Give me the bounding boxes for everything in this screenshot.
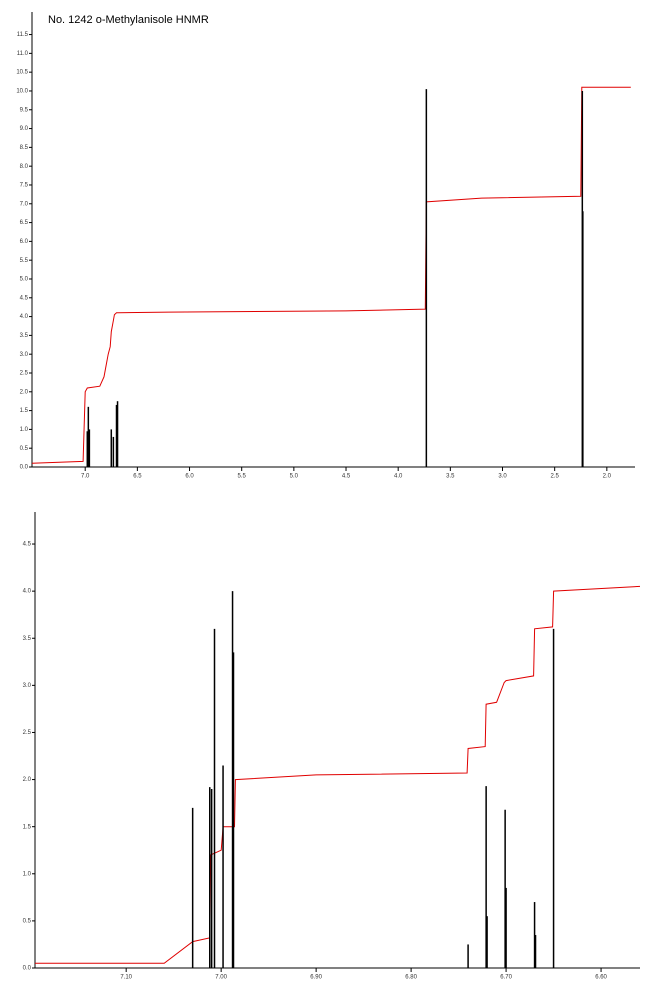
x-tick-label: 2.5 [550, 474, 559, 480]
integral-curve [35, 585, 641, 964]
y-tick-label: 0.5 [23, 918, 32, 924]
x-tick-label: 2.0 [603, 474, 612, 480]
y-tick-label: 2.0 [20, 389, 29, 395]
y-tick-label: 6.5 [20, 220, 29, 226]
y-tick-label: 8.0 [20, 164, 29, 170]
x-tick-label: 5.0 [290, 474, 299, 480]
integral-curve [31, 86, 631, 464]
y-tick-label: 1.5 [23, 824, 32, 830]
x-tick-label: 4.0 [394, 474, 403, 480]
y-tick-label: 4.0 [23, 589, 32, 595]
y-tick-label: 1.0 [23, 871, 32, 877]
y-tick-label: 0.0 [20, 465, 29, 471]
y-tick-label: 1.5 [20, 408, 29, 414]
x-tick-label: 6.5 [133, 474, 142, 480]
y-tick-label: 4.5 [23, 542, 32, 548]
x-tick-label: 3.5 [446, 474, 455, 480]
y-tick-label: 11.5 [17, 32, 29, 38]
x-tick-label: 6.60 [595, 975, 607, 981]
y-tick-label: 1.0 [20, 427, 29, 433]
y-tick-label: 7.5 [20, 183, 29, 189]
x-tick-label: 7.10 [120, 975, 132, 981]
y-tick-label: 0.0 [23, 966, 32, 972]
y-tick-label: 2.5 [20, 371, 29, 377]
x-tick-label: 5.5 [238, 474, 247, 480]
y-tick-label: 3.5 [23, 636, 32, 642]
y-tick-label: 2.0 [23, 777, 32, 783]
x-tick-label: 6.90 [310, 975, 322, 981]
y-tick-label: 11.0 [17, 51, 29, 57]
x-tick-label: 3.0 [498, 474, 507, 480]
y-tick-label: 5.0 [20, 277, 29, 283]
y-tick-label: 2.5 [23, 730, 32, 736]
chart-title: No. 1242 o-Methylanisole HNMR [48, 14, 209, 26]
y-tick-label: 10.0 [16, 89, 28, 95]
y-tick-label: 3.0 [20, 352, 29, 358]
y-tick-label: 3.5 [20, 333, 29, 339]
x-tick-label: 6.80 [405, 975, 417, 981]
y-tick-label: 5.5 [20, 258, 29, 264]
x-tick-label: 7.00 [215, 975, 227, 981]
y-tick-label: 3.0 [23, 683, 32, 689]
x-tick-label: 6.70 [500, 975, 512, 981]
y-tick-label: 0.5 [20, 446, 29, 452]
x-tick-label: 7.0 [81, 474, 90, 480]
y-tick-label: 9.5 [20, 107, 29, 113]
x-tick-label: 6.0 [185, 474, 194, 480]
y-tick-label: 9.0 [20, 126, 29, 132]
y-tick-label: 6.0 [20, 239, 29, 245]
y-tick-label: 4.0 [20, 314, 29, 320]
y-tick-label: 4.5 [20, 295, 29, 301]
x-tick-label: 4.5 [342, 474, 351, 480]
y-tick-label: 7.0 [20, 201, 29, 207]
y-tick-label: 10.5 [16, 70, 28, 76]
y-tick-label: 8.5 [20, 145, 29, 151]
